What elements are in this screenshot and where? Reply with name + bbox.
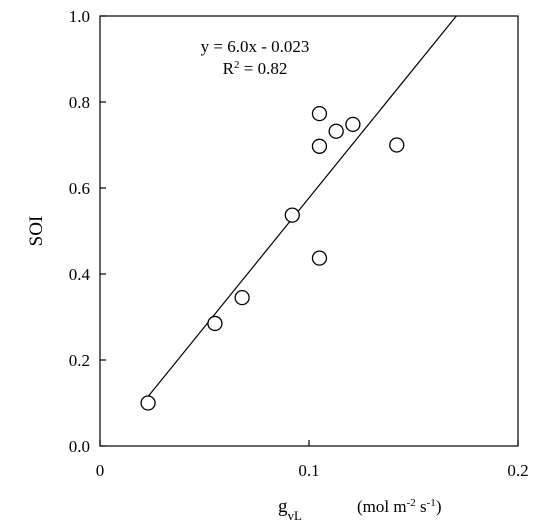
x-axis-title-unit: (mol m-2 s-1) xyxy=(357,497,441,516)
y-tick-label: 1.0 xyxy=(69,7,90,26)
x-axis-ticks: 0 0.1 0.2 xyxy=(96,440,529,480)
y-tick-label: 0.0 xyxy=(69,437,90,456)
data-point xyxy=(311,105,328,122)
trendline xyxy=(147,15,457,397)
x-unit-exp2: -1 xyxy=(427,497,436,509)
y-axis-ticks: 0.0 0.2 0.4 0.6 0.8 1.0 xyxy=(69,7,106,456)
x-unit-mid: s xyxy=(416,497,427,516)
data-points xyxy=(140,105,405,411)
y-tick-label: 0.4 xyxy=(69,265,91,284)
y-tick-label: 0.8 xyxy=(69,93,90,112)
data-point xyxy=(284,207,300,223)
x-tick-label: 0 xyxy=(96,461,105,480)
data-point xyxy=(140,395,156,411)
y-tick-label: 0.6 xyxy=(69,179,90,198)
x-unit-exp1: -2 xyxy=(407,497,416,509)
data-point xyxy=(234,289,250,306)
x-axis-subscript: vL xyxy=(288,508,303,523)
r-squared-symbol: R xyxy=(223,59,235,78)
trendline-equation: y = 6.0x - 0.023 xyxy=(201,37,310,56)
x-tick-label: 0.1 xyxy=(298,461,319,480)
data-point xyxy=(389,137,405,153)
x-unit-suffix: ) xyxy=(436,497,442,516)
x-unit-prefix: (mol m xyxy=(357,497,407,516)
data-point xyxy=(345,116,361,133)
y-tick-label: 0.2 xyxy=(69,351,90,370)
data-point xyxy=(311,250,328,266)
data-point xyxy=(328,123,344,139)
x-axis-title-symbol: gvL xyxy=(278,496,302,523)
r-squared-exponent: 2 xyxy=(234,59,240,71)
x-axis-symbol: g xyxy=(278,496,288,517)
r-squared-value: = 0.82 xyxy=(240,59,288,78)
plot-frame xyxy=(99,15,519,447)
y-axis-title: SOI xyxy=(26,216,47,247)
data-point xyxy=(311,138,328,154)
data-point xyxy=(207,315,223,332)
x-tick-label: 0.2 xyxy=(507,461,528,480)
r-squared-label: R2 = 0.82 xyxy=(223,59,288,78)
